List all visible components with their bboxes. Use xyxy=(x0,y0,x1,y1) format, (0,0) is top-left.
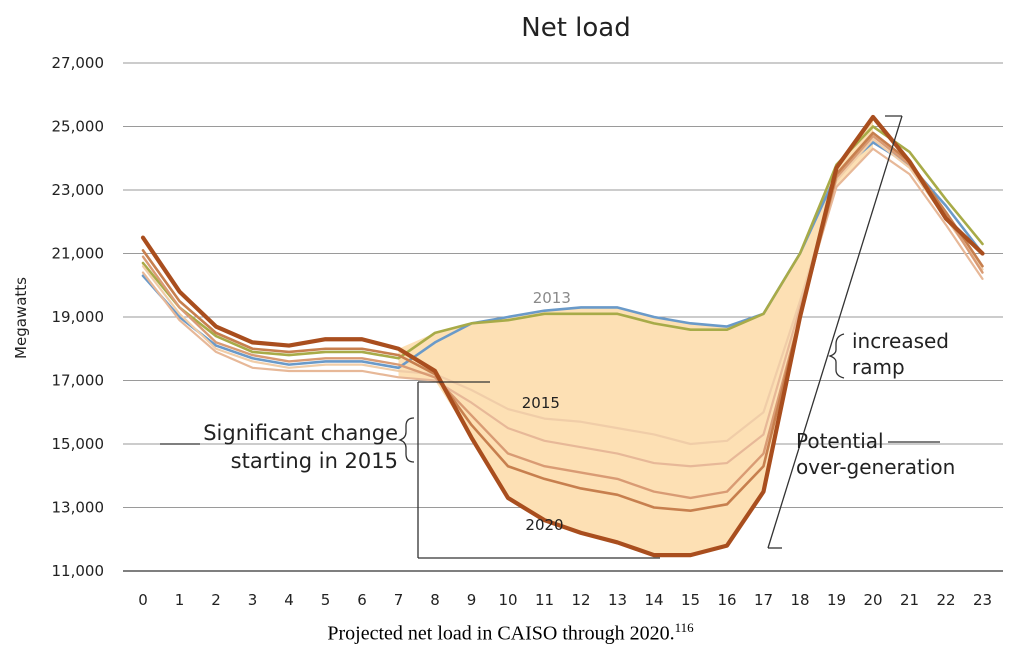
x-tick-label: 22 xyxy=(936,591,955,609)
y-tick-label: 23,000 xyxy=(52,181,105,199)
series-line xyxy=(140,114,985,558)
annotation-text: Significant change xyxy=(203,421,398,445)
x-tick-label: 1 xyxy=(175,591,185,609)
x-tick-label: 4 xyxy=(284,591,294,609)
series-line xyxy=(141,147,984,468)
caption-text: Projected net load in CAISO through 2020… xyxy=(327,622,675,645)
series-line xyxy=(141,131,984,512)
x-tick-label: 12 xyxy=(571,591,590,609)
y-tick-label: 15,000 xyxy=(52,435,105,453)
annotation-text: ramp xyxy=(852,355,905,379)
x-tick-label: 0 xyxy=(138,591,148,609)
series-label: 2020 xyxy=(525,516,563,534)
annotation-text: over-generation xyxy=(796,455,955,479)
y-tick-label: 17,000 xyxy=(52,372,105,390)
chart-title: Net load xyxy=(521,13,630,43)
x-tick-label: 8 xyxy=(430,591,440,609)
x-tick-label: 10 xyxy=(498,591,517,609)
y-tick-labels: 11,000 13,000 15,000 17,000 19,000 21,000 23,0… xyxy=(52,54,105,580)
y-tick-label: 25,000 xyxy=(52,118,105,136)
x-tick-label: 2 xyxy=(211,591,221,609)
brace-shape xyxy=(827,333,845,379)
x-tick-label: 13 xyxy=(608,591,627,609)
annotation-text: increased xyxy=(852,329,949,353)
x-tick-label: 17 xyxy=(754,591,773,609)
y-tick-label: 27,000 xyxy=(52,54,105,72)
annotation-increased-ramp: increased ramp Potential over-generation xyxy=(767,115,955,549)
series-lines xyxy=(140,114,985,558)
brace-shape xyxy=(397,417,415,463)
x-tick-label: 19 xyxy=(827,591,846,609)
series-label: 2013 xyxy=(533,289,571,307)
over-generation-fill-area xyxy=(398,116,873,556)
series-line xyxy=(141,134,984,500)
y-tick-label: 19,000 xyxy=(52,308,105,326)
y-axis-label: Megawatts xyxy=(12,277,30,359)
series-labels: 2013 2015 2020 xyxy=(522,289,571,534)
figure-caption: Projected net load in CAISO through 2020… xyxy=(0,620,1021,646)
x-tick-label: 3 xyxy=(248,591,258,609)
x-tick-label: 20 xyxy=(863,591,882,609)
x-tick-label: 16 xyxy=(717,591,736,609)
net-load-chart: Net load Megawatts 11,000 13,000 15,000 17,… xyxy=(12,13,1003,609)
series-label: 2015 xyxy=(522,394,560,412)
x-tick-label: 23 xyxy=(973,591,992,609)
y-tick-label: 13,000 xyxy=(52,499,105,517)
x-tick-label: 6 xyxy=(357,591,367,609)
annotation-text: Potential xyxy=(796,429,884,453)
x-tick-label: 5 xyxy=(321,591,331,609)
annotation-text: starting in 2015 xyxy=(231,449,398,473)
annotation-significant-change: Significant change starting in 2015 xyxy=(160,381,660,559)
y-tick-label: 11,000 xyxy=(52,562,105,580)
x-tick-label: 21 xyxy=(900,591,919,609)
caption-footnote-ref: 116 xyxy=(674,620,694,635)
x-tick-label: 14 xyxy=(644,591,663,609)
x-tick-label: 11 xyxy=(535,591,554,609)
x-tick-label: 18 xyxy=(790,591,809,609)
x-tick-label: 9 xyxy=(467,591,477,609)
x-tick-label: 15 xyxy=(681,591,700,609)
x-tick-labels: 0 1 2 3 4 5 6 7 8 9 10 11 12 13 14 15 16 17 18 19 20 21 22 23 xyxy=(138,591,992,609)
annotation-line xyxy=(767,115,903,549)
series-line xyxy=(141,138,984,446)
y-tick-label: 21,000 xyxy=(52,245,105,263)
x-tick-label: 7 xyxy=(394,591,404,609)
